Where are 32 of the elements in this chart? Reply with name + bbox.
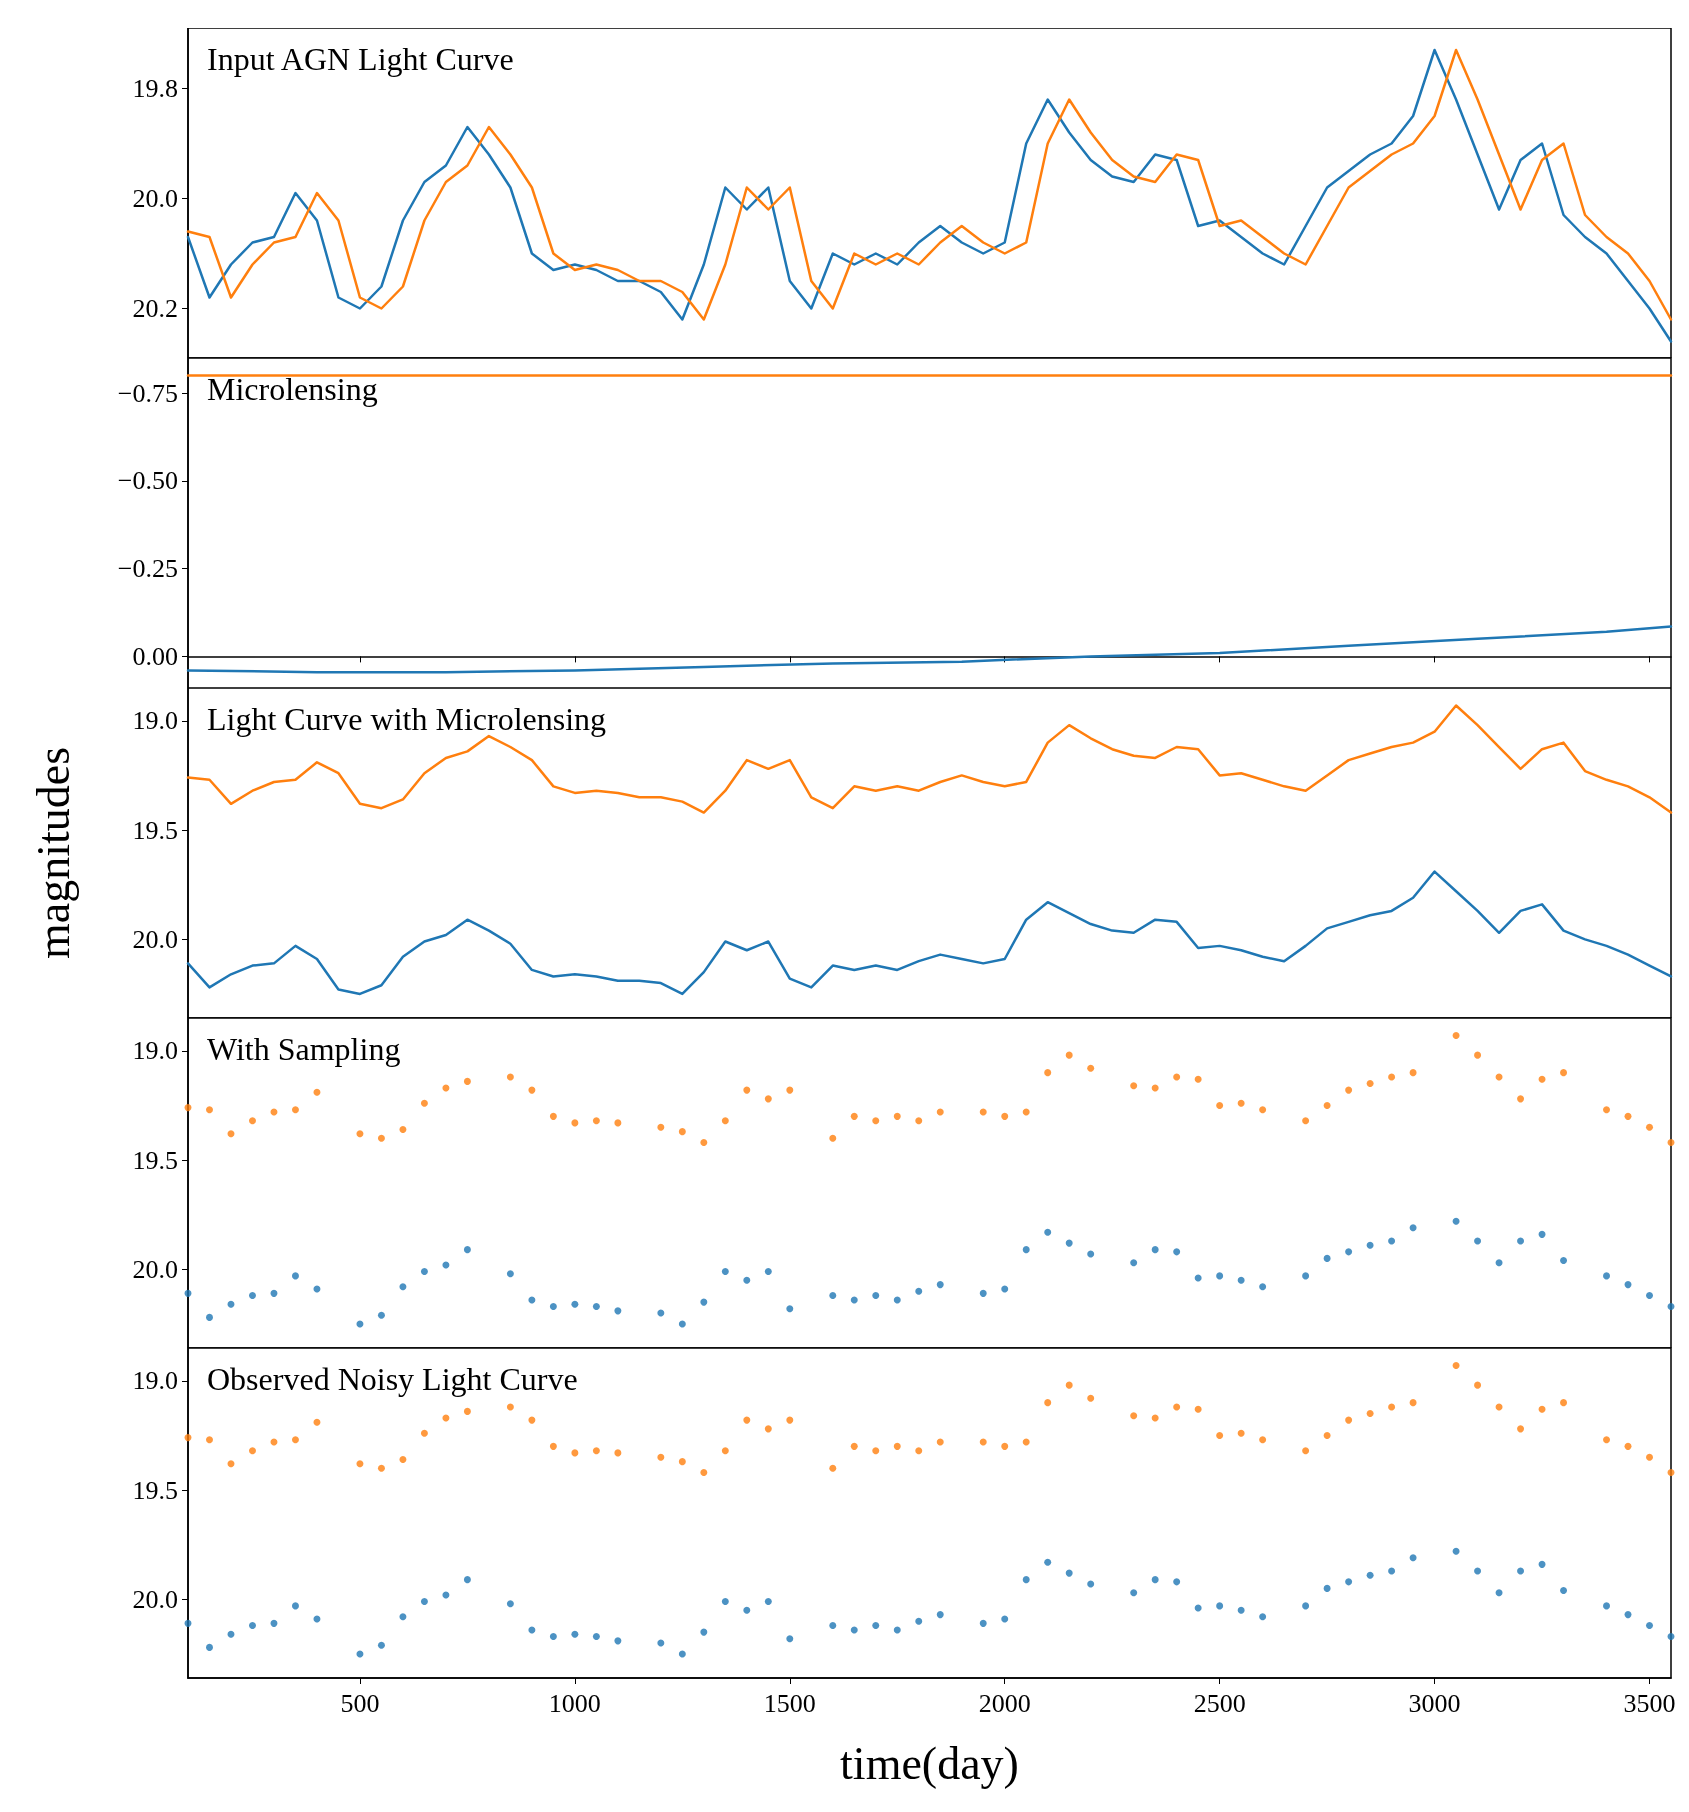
chart-title: Observed Noisy Light Curve — [207, 1361, 578, 1397]
y-tick-label: 19.0 — [132, 706, 178, 736]
y-tick-label: 19.0 — [132, 1036, 178, 1066]
y-tick-label: −0.25 — [117, 554, 178, 584]
x-tick-label: 2500 — [1193, 1688, 1246, 1718]
y-tick-label: 20.0 — [132, 184, 178, 213]
x-tick-label: 3000 — [1408, 1688, 1461, 1718]
y-tick-label: 19.5 — [132, 815, 178, 845]
line-series — [186, 870, 1673, 996]
y-tick-label: 20.0 — [132, 924, 178, 954]
y-tick-label: −0.75 — [117, 378, 178, 408]
y-tick-label: 19.5 — [132, 1145, 178, 1175]
x-tick-label: 3500 — [1623, 1688, 1676, 1718]
chart-title: Light Curve with Microlensing — [207, 701, 607, 737]
x-tick-label: 500 — [340, 1688, 380, 1718]
x-tick-label: 1500 — [763, 1688, 816, 1718]
y-tick-label: −0.50 — [117, 466, 178, 496]
x-tick-label: 1000 — [548, 1688, 601, 1718]
y-axis-title: magnitudes — [27, 746, 79, 960]
x-axis-title: time(day) — [840, 1737, 1019, 1789]
line-series — [186, 704, 1673, 814]
y-tick-label: 19.0 — [132, 1366, 178, 1396]
chart-title: Input AGN Light Curve — [207, 41, 514, 77]
chart-title: Microlensing — [207, 371, 378, 407]
x-tick-label: 2000 — [978, 1688, 1031, 1718]
chart-title: With Sampling — [207, 1031, 401, 1067]
y-tick-label: 0.00 — [132, 641, 178, 671]
y-tick-label: 20.2 — [132, 294, 178, 323]
y-tick-label: 19.8 — [132, 74, 178, 103]
y-tick-label: 20.0 — [132, 1254, 178, 1284]
y-tick-label: 19.5 — [132, 1475, 178, 1505]
y-tick-label: 20.0 — [132, 1584, 178, 1614]
